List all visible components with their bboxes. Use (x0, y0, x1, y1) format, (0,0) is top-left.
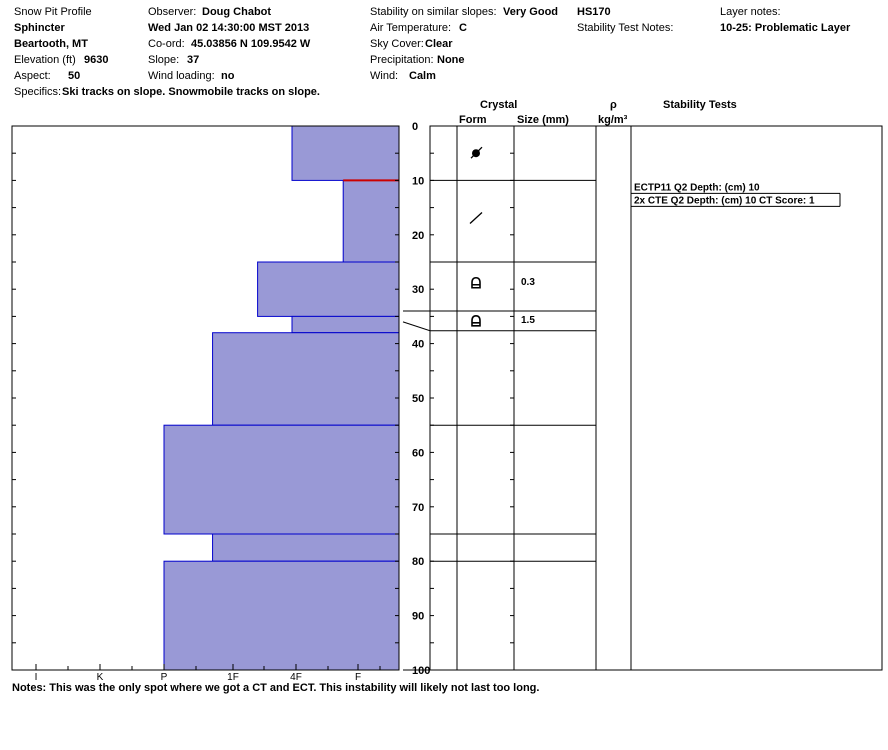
slope-value: 37 (187, 54, 200, 66)
hardness-layer-bar (212, 332, 400, 426)
rounded-grain-stroke (469, 212, 483, 224)
wind-loading-label: Wind loading: (148, 70, 215, 82)
rounded-grain-icon (469, 212, 483, 224)
hardness-layer-bar (342, 179, 400, 263)
coord-value: 45.03856 N 109.9542 W (191, 38, 311, 50)
surface-hoar-icon (471, 315, 481, 327)
hardness-layer-bar (291, 315, 400, 334)
stability-label: Stability on similar slopes: (370, 6, 497, 18)
depth-tick-label: 100 (412, 665, 430, 677)
hardness-layer-bar (163, 424, 400, 535)
hardness-layer-bar (163, 560, 400, 671)
precip-particle-stroke (470, 146, 483, 159)
surface-hoar-shape (471, 276, 481, 289)
layer-note: 10-25: Problematic Layer (720, 22, 851, 34)
table-border (429, 125, 883, 671)
air-temp-label: Air Temperature: (370, 22, 452, 34)
hardness-tick-label: 1F (227, 672, 239, 683)
specifics-value: Ski tracks on slope. Snowmobile tracks o… (62, 86, 320, 98)
precip-label: Precipitation: (370, 54, 434, 66)
observer-label: Observer: (148, 6, 197, 18)
density-header: ρ (610, 99, 617, 111)
depth-tick-label: 90 (412, 611, 424, 623)
elevation-value: 9630 (84, 54, 109, 66)
hardness-tick-label: F (355, 672, 361, 683)
stability-value: Very Good (503, 6, 559, 18)
hardness-layer-bar (291, 125, 400, 181)
observer-value: Doug Chabot (202, 6, 272, 18)
precip-particle-icon (470, 146, 483, 159)
depth-tick-label: 70 (412, 502, 424, 514)
density-unit: kg/m³ (598, 114, 628, 126)
depth-tick-label: 60 (412, 447, 424, 459)
elevation-label: Elevation (ft) (14, 54, 76, 66)
layer-notes-label: Layer notes: (720, 6, 781, 18)
snow-height: HS170 (577, 6, 611, 18)
hardness-bars (163, 125, 400, 671)
surface-hoar-icon (471, 276, 481, 289)
depth-axis: 0 10 20 30 40 50 60 70 80 90 100 (412, 121, 430, 677)
layer-boundary-line (402, 321, 596, 332)
size-header: Size (mm) (517, 114, 569, 126)
depth-tick-label: 80 (412, 556, 424, 568)
depth-tick-label: 20 (412, 230, 424, 242)
aspect-label: Aspect: (14, 70, 51, 82)
form-header: Form (459, 114, 487, 126)
hardness-tick-label: K (97, 672, 104, 683)
stability-tests-header: Stability Tests (663, 99, 737, 111)
chart-frame (11, 125, 400, 671)
hardness-tick-label: I (35, 672, 38, 683)
hardness-layer-bar (212, 533, 400, 562)
aspect-value: 50 (68, 70, 81, 82)
depth-tick-label: 30 (412, 284, 424, 296)
wind-loading-value: no (221, 70, 235, 82)
slope-label: Slope: (148, 54, 180, 66)
depth-tick-label: 0 (412, 121, 418, 133)
sky-value: Clear (425, 38, 453, 50)
surface-hoar-shape (471, 315, 481, 327)
pit-location: Beartooth, MT (14, 38, 88, 50)
wind-label: Wind: (370, 70, 399, 82)
hardness-tick-label: 4F (290, 672, 302, 683)
hardness-layer-bar (257, 261, 400, 317)
crystal-size: 1.5 (521, 315, 535, 326)
crystal-table: Crystal Form Size (mm) ρ kg/m³ Stability Test… (402, 99, 883, 671)
hardness-axis: I K P 1F 4F F (35, 664, 381, 683)
depth-tick-label: 10 (412, 175, 424, 187)
crystal-header: Crystal (480, 99, 517, 111)
hardness-tick-label: P (161, 672, 168, 683)
pit-name: Sphincter (14, 22, 65, 34)
wind-value: Calm (409, 70, 436, 82)
crystal-size: 0.3 (521, 277, 535, 288)
precip-value: None (437, 54, 465, 66)
specifics-label: Specifics: (14, 86, 62, 98)
pit-notes: Notes: This was the only spot where we g… (12, 682, 540, 694)
stability-test-result: 2x CTE Q2 Depth: (cm) 10 CT Score: 1 (634, 195, 815, 206)
snow-profile-chart: 0 10 20 30 40 50 60 70 80 90 100 I K P 1F 4F F Crystal F… (11, 99, 883, 683)
depth-tick-label: 40 (412, 339, 424, 351)
stability-test-result: ECTP11 Q2 Depth: (cm) 10 (634, 182, 760, 193)
sky-label: Sky Cover: (370, 38, 424, 50)
depth-tick-label: 50 (412, 393, 424, 405)
stability-test-notes-label: Stability Test Notes: (577, 22, 674, 34)
coord-label: Co-ord: (148, 38, 185, 50)
profile-title: Snow Pit Profile (14, 6, 92, 18)
observation-datetime: Wed Jan 02 14:30:00 MST 2013 (148, 22, 310, 34)
air-temp-value: C (459, 22, 467, 34)
